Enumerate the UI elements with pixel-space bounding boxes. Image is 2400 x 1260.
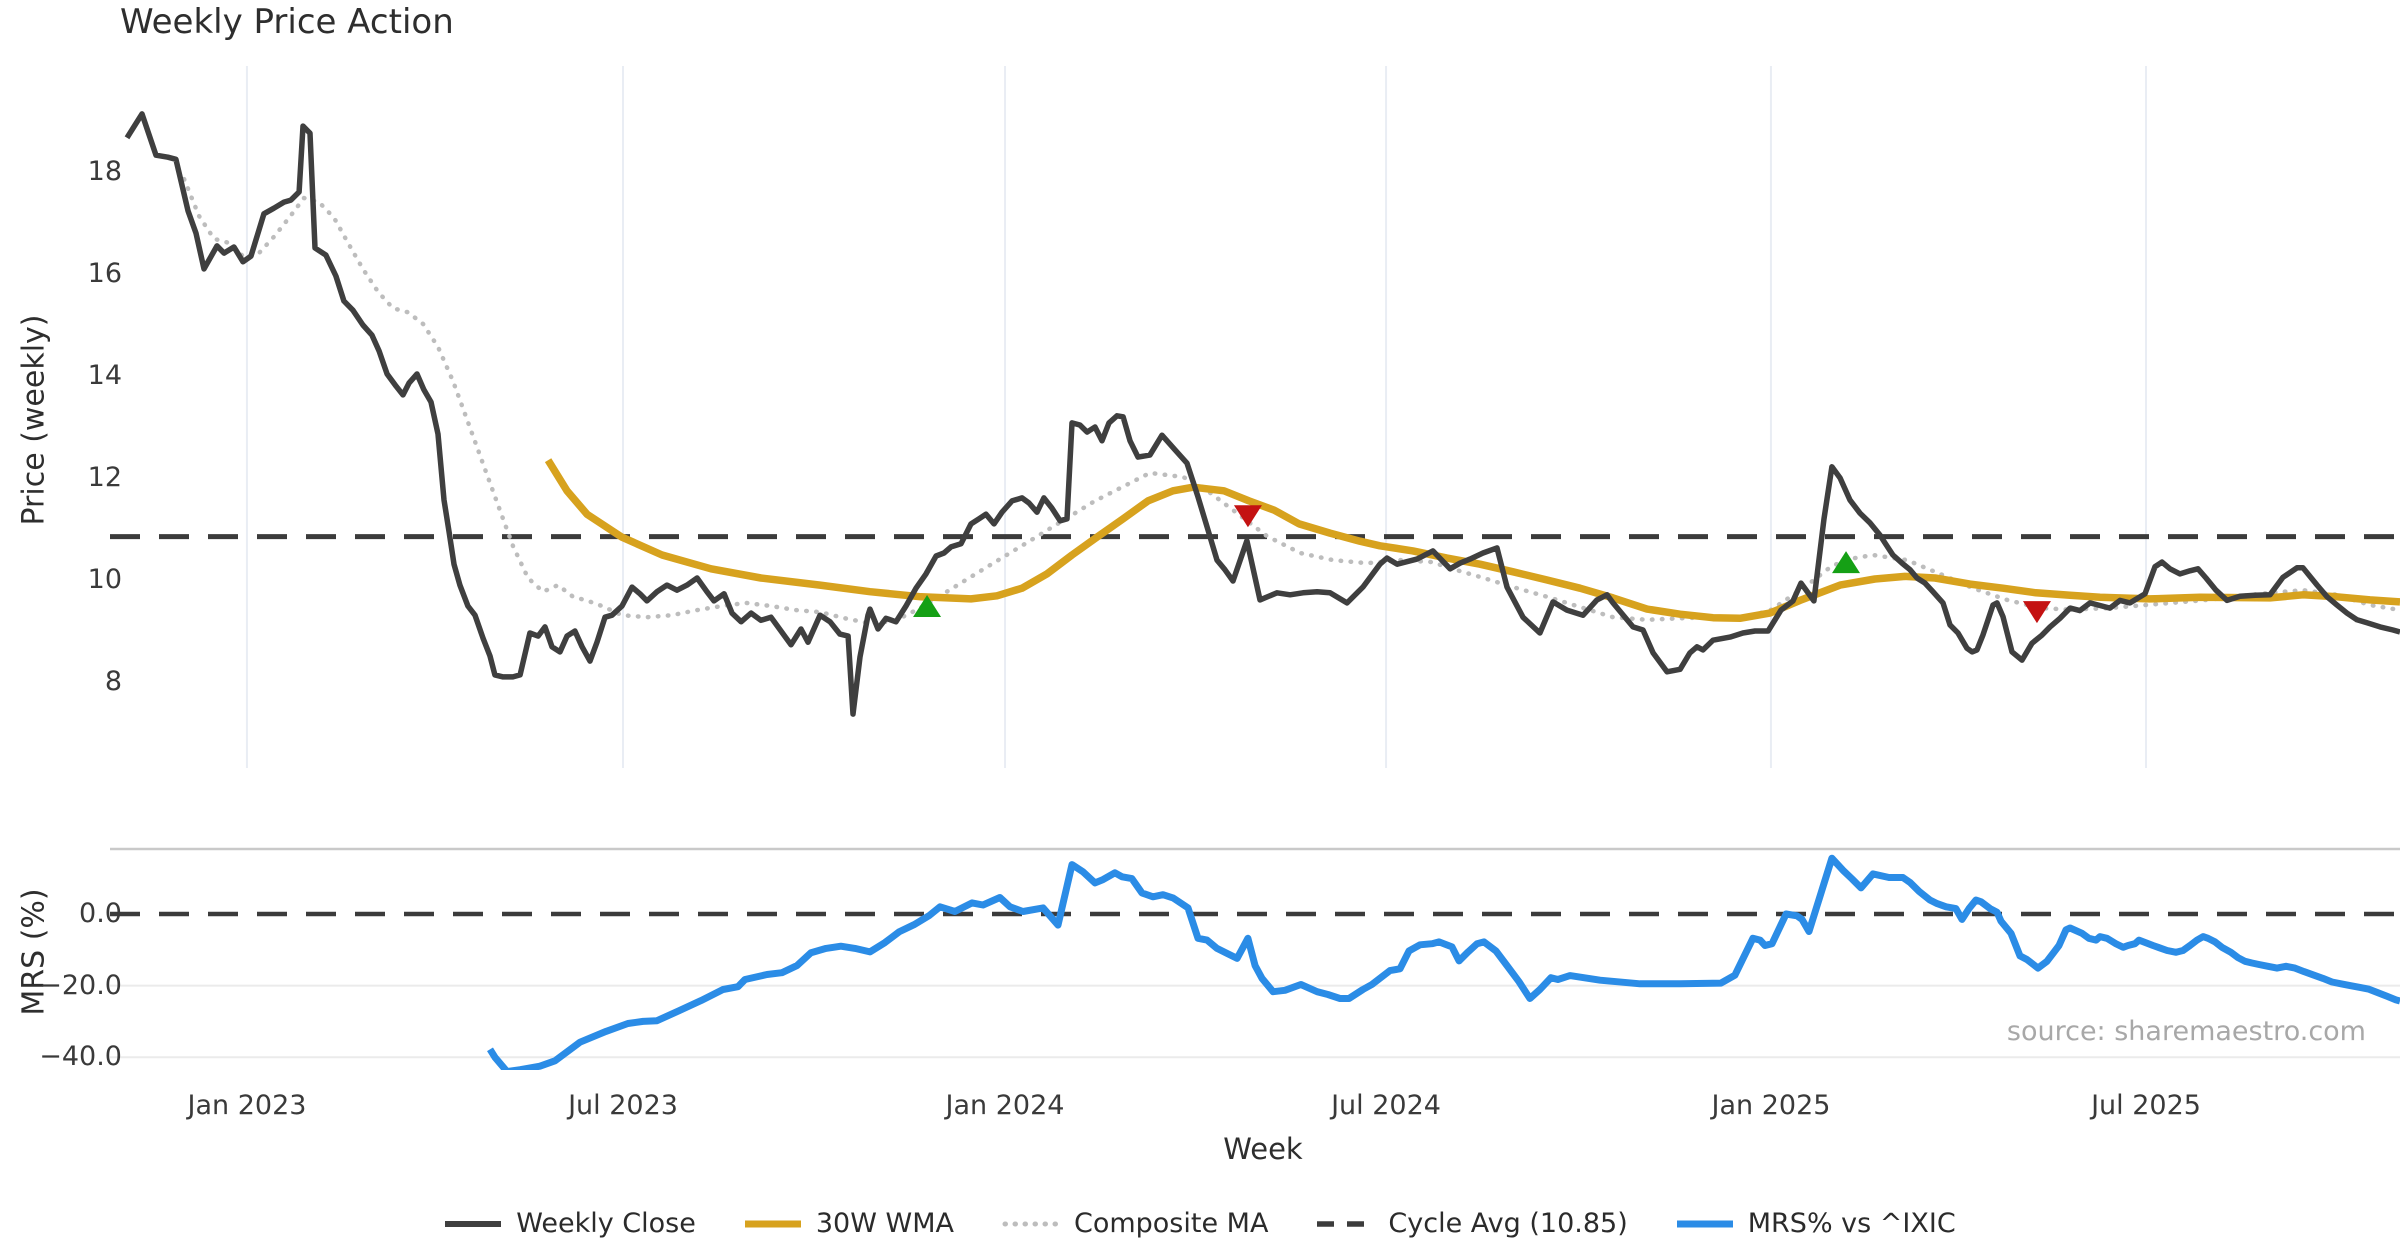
legend-label: MRS% vs ^IXIC [1747, 1208, 1956, 1239]
legend-item-composite-ma: Composite MA [1002, 1208, 1268, 1239]
x-axis-title: Week [1223, 1132, 1303, 1166]
solid-blue-line-icon [1676, 1220, 1733, 1227]
legend-item-weekly-close: Weekly Close [444, 1208, 696, 1239]
price-tick-12: 12 [87, 462, 122, 493]
price-tick-10: 10 [87, 564, 122, 595]
dotted-gray-line-icon [1002, 1221, 1060, 1226]
chart-legend: Weekly Close 30W WMA Composite MA Cycle … [0, 1208, 2400, 1239]
source-credit: source: sharemaestro.com [2006, 1016, 2366, 1047]
x-tick-jul-2025: Jul 2025 [2091, 1090, 2201, 1121]
legend-label: Weekly Close [516, 1208, 696, 1239]
legend-label: Cycle Avg (10.85) [1388, 1208, 1628, 1239]
legend-label: 30W WMA [815, 1208, 954, 1239]
x-tick-jan-2025: Jan 2025 [1711, 1090, 1831, 1121]
price-tick-8: 8 [104, 666, 122, 697]
price-axis-title: Price (weekly) [16, 314, 52, 526]
legend-item-30w-wma: 30W WMA [744, 1208, 954, 1239]
x-tick-jan-2024: Jan 2024 [945, 1090, 1065, 1121]
price-tick-18: 18 [87, 156, 122, 187]
solid-dark-line-icon [445, 1220, 502, 1227]
x-tick-jan-2023: Jan 2023 [187, 1090, 307, 1121]
legend-item-mrs: MRS% vs ^IXIC [1676, 1208, 1956, 1239]
legend-item-cycle-avg: Cycle Avg (10.85) [1316, 1208, 1628, 1239]
mrs-tick-m20: −20.0 [39, 970, 122, 1001]
price-tick-14: 14 [87, 360, 122, 391]
x-tick-jul-2023: Jul 2023 [568, 1090, 678, 1121]
dashed-dark-line-icon [1317, 1220, 1374, 1227]
solid-gold-line-icon [744, 1220, 801, 1227]
page-title: Weekly Price Action [120, 2, 454, 42]
price-tick-16: 16 [87, 258, 122, 289]
mrs-tick-0: 0.0 [79, 898, 122, 929]
mrs-tick-m40: −40.0 [39, 1041, 122, 1072]
x-tick-jul-2024: Jul 2024 [1331, 1090, 1441, 1121]
legend-label: Composite MA [1073, 1208, 1269, 1239]
